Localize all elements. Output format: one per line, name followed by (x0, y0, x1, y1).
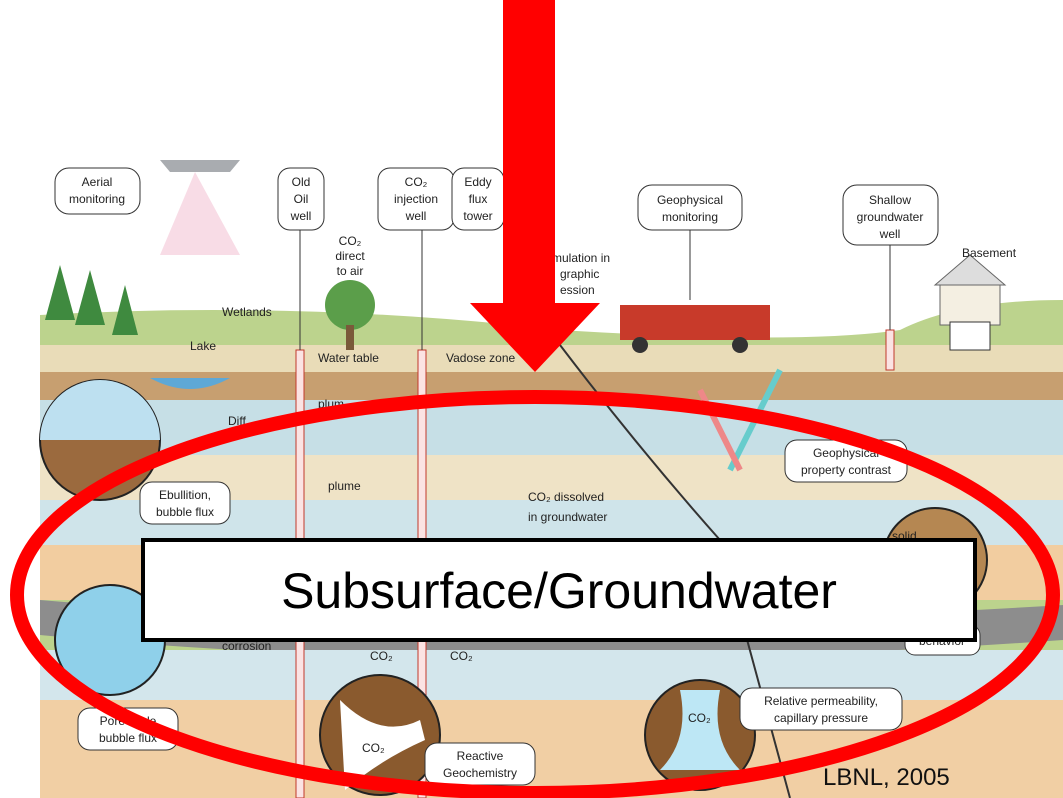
callout-line: capillary pressure (774, 711, 868, 725)
label: Water table (318, 351, 379, 365)
label: CO₂ dissolved (528, 490, 604, 504)
callout-line: Reactive (457, 749, 504, 763)
label: Basement (962, 246, 1017, 260)
callout-line: monitoring (662, 210, 718, 224)
callout-line: injection (394, 192, 438, 206)
callout-line: well (879, 227, 901, 241)
callout-line: Relative permeability, (764, 694, 878, 708)
callout-line: groundwater (857, 210, 924, 224)
label: plume (328, 479, 361, 493)
callout-line: flux (469, 192, 488, 206)
label: Lake (190, 339, 216, 353)
label: CO₂ (370, 649, 393, 663)
callout-line: well (290, 209, 312, 223)
label: Wetlands (222, 305, 272, 319)
callout-line: well (405, 209, 427, 223)
callout-line: Aerial (82, 175, 113, 189)
callout-line: monitoring (69, 192, 125, 206)
callout-line: Geophysical (657, 193, 723, 207)
callout-line: bubble flux (156, 505, 214, 519)
label: graphic (560, 267, 599, 281)
credit: LBNL, 2005 (823, 764, 950, 791)
callout-line: Eddy (464, 175, 491, 189)
label: in groundwater (528, 510, 607, 524)
label: CO₂ (450, 649, 473, 663)
callout-line: Shallow (869, 193, 911, 207)
label: CO₂ (688, 711, 711, 725)
label: CO₂ (362, 741, 385, 755)
callout-line: Geochemistry (443, 766, 517, 780)
callout-line: tower (463, 209, 492, 223)
callout-line: Ebullition, (159, 488, 211, 502)
callout-line: CO₂ (405, 175, 428, 189)
label: to air (337, 264, 364, 278)
diagram: Aerial monitoring Old Oil well CO₂ injec… (0, 0, 1063, 798)
label: mulation in (552, 251, 610, 265)
label: Vadose zone (446, 351, 515, 365)
caption: Subsurface/Groundwater (281, 563, 837, 619)
label: direct (335, 249, 365, 263)
callout-line: property contrast (801, 463, 892, 477)
callout-line: Oil (294, 192, 309, 206)
label: CO₂ (339, 234, 362, 248)
callout-line: Old (292, 175, 311, 189)
label: ession (560, 283, 595, 297)
